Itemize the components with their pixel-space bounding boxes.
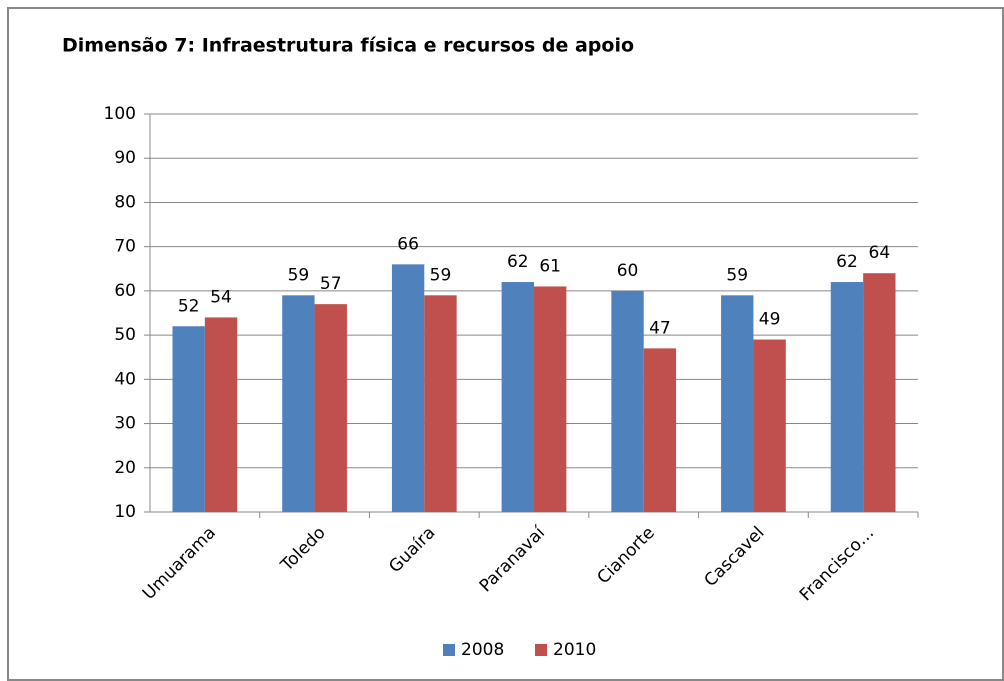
y-tick-label: 50 — [114, 325, 136, 345]
bar — [391, 264, 425, 512]
y-tick-label: 100 — [104, 104, 136, 124]
y-tick-label: 40 — [114, 369, 136, 389]
legend-swatch — [443, 644, 455, 656]
legend-swatch — [535, 644, 547, 656]
data-label: 49 — [759, 310, 781, 330]
data-label: 64 — [869, 243, 891, 263]
y-tick-label: 90 — [114, 148, 136, 168]
bar — [863, 273, 896, 512]
chart-title: Dimensão 7: Infraestrutura física e recu… — [62, 35, 634, 57]
data-label: 62 — [836, 252, 858, 272]
data-label: 59 — [288, 265, 310, 285]
bar — [172, 326, 205, 512]
data-label: 57 — [320, 274, 342, 294]
y-tick-label: 80 — [114, 192, 136, 212]
bar — [314, 304, 347, 512]
data-label: 47 — [649, 318, 671, 338]
data-label: 52 — [178, 296, 200, 316]
y-tick-label: 60 — [114, 281, 136, 301]
data-label: 61 — [539, 256, 561, 276]
data-label: 60 — [617, 261, 639, 281]
data-label: 54 — [210, 287, 232, 307]
data-label: 66 — [397, 234, 419, 254]
bar — [424, 295, 457, 512]
y-tick-label: 70 — [114, 237, 136, 257]
legend-label: 2008 — [461, 640, 504, 660]
y-tick-label: 30 — [114, 414, 136, 434]
bar — [501, 282, 534, 512]
data-label: 59 — [726, 265, 748, 285]
bar — [611, 290, 644, 512]
data-label: 59 — [430, 265, 452, 285]
y-tick-label: 20 — [114, 458, 136, 478]
bar — [534, 286, 567, 512]
y-tick-label: 10 — [114, 502, 136, 522]
legend-label: 2010 — [553, 640, 596, 660]
bar — [282, 295, 315, 512]
bar — [830, 282, 864, 512]
bar — [753, 339, 786, 512]
bar — [721, 295, 754, 512]
bar — [643, 348, 677, 512]
bar — [204, 317, 238, 512]
data-label: 62 — [507, 252, 529, 272]
